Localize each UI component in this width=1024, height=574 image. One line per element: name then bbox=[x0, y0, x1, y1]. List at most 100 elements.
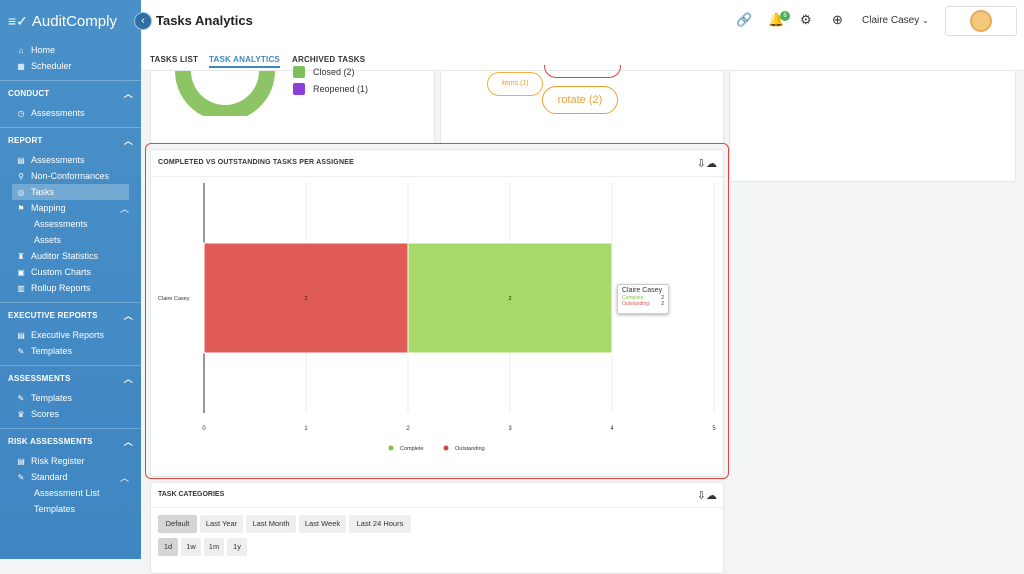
sidebar-item-executive-reports[interactable]: ▤ Executive Reports bbox=[17, 330, 105, 340]
chevron-up-icon: ︿ bbox=[123, 373, 133, 384]
legend-swatch-reopened bbox=[293, 83, 305, 95]
donut-segment-closed bbox=[175, 71, 275, 116]
calendar-icon: ▦ bbox=[17, 61, 25, 71]
chevron-up-icon: ︿ bbox=[123, 88, 133, 99]
range-last-week-button[interactable]: Last Week bbox=[299, 515, 346, 533]
edit-icon: ✎ bbox=[17, 472, 25, 482]
chevron-up-icon: ︿ bbox=[123, 436, 133, 447]
app-name: AuditComply bbox=[31, 12, 117, 30]
clock-icon: ◷ bbox=[17, 108, 25, 118]
sidebar-item-standard[interactable]: ✎ Standard ︿ bbox=[17, 472, 129, 483]
chevron-up-icon: ︿ bbox=[123, 310, 133, 321]
section-conduct[interactable]: CONDUCT ︿ bbox=[0, 80, 141, 105]
range-last-year-button[interactable]: Last Year bbox=[200, 515, 243, 533]
tab-task-analytics[interactable]: TASK ANALYTICS bbox=[209, 55, 280, 68]
cloud-download-icon[interactable]: ⇩☁ bbox=[696, 490, 717, 502]
header: Tasks Analytics 🔗 🔔 6 ⚙ ⊕ Claire Casey ⌄ bbox=[141, 0, 1024, 43]
bar-complete bbox=[407, 242, 613, 354]
word-cloud-card: items (1) rotate (2) bbox=[440, 65, 724, 144]
sidebar-item-report-assessments[interactable]: ▤ Assessments bbox=[17, 155, 85, 165]
tab-tasks-list[interactable]: TASKS LIST bbox=[150, 55, 199, 64]
avatar[interactable] bbox=[945, 6, 1017, 36]
tooltip-row-outstanding: Outstanding: 2 bbox=[622, 301, 664, 307]
report-icon: ▥ bbox=[17, 283, 25, 293]
user-name: Claire Casey bbox=[862, 15, 920, 26]
home-icon: ⌂ bbox=[18, 45, 24, 55]
list-icon: ▤ bbox=[17, 330, 25, 340]
word-pill-rotate[interactable]: rotate (2) bbox=[542, 86, 618, 114]
tab-bar: TASKS LIST TASK ANALYTICS ARCHIVED TASKS bbox=[141, 42, 1024, 71]
sidebar-item-auditor-statistics[interactable]: ♜ Auditor Statistics bbox=[17, 251, 99, 261]
status-donut bbox=[175, 71, 275, 116]
legend-item-reopened[interactable]: Reopened (1) bbox=[293, 83, 368, 95]
side-card bbox=[729, 71, 1016, 182]
sidebar-item-tasks[interactable]: ◎ Tasks bbox=[12, 184, 129, 200]
sidebar-item-assessment-list[interactable]: Assessment List bbox=[34, 488, 100, 498]
user-menu[interactable]: Claire Casey ⌄ bbox=[862, 15, 929, 26]
chart-title: COMPLETED VS OUTSTANDING TASKS PER ASSIG… bbox=[158, 159, 354, 166]
tooltip-name: Claire Casey bbox=[622, 287, 663, 294]
range-last-24-hours-button[interactable]: Last 24 Hours bbox=[349, 515, 411, 533]
brand[interactable]: ≡✓ AuditComply bbox=[0, 0, 141, 42]
sidebar-item-mapping[interactable]: ⚑ Mapping ︿ bbox=[17, 203, 129, 214]
x-tick-label: 3 bbox=[508, 426, 512, 432]
period-1d-button[interactable]: 1d bbox=[158, 538, 178, 556]
collapse-sidebar-button[interactable]: ‹ bbox=[134, 12, 152, 30]
list-icon: ▤ bbox=[17, 456, 25, 466]
sidebar-item-risk-templates[interactable]: Templates bbox=[34, 504, 76, 514]
sidebar-item-rollup-reports[interactable]: ▥ Rollup Reports bbox=[17, 283, 91, 293]
period-1w-button[interactable]: 1w bbox=[181, 538, 201, 556]
sidebar-item-risk-register[interactable]: ▤ Risk Register bbox=[17, 456, 85, 466]
task-categories-card: TASK CATEGORIES ⇩☁ Default Last Year Las… bbox=[150, 482, 724, 574]
sidebar-item-executive-templates[interactable]: ✎ Templates bbox=[17, 346, 73, 356]
word-pill-items[interactable]: items (1) bbox=[487, 72, 543, 96]
sidebar-item-assessment-templates[interactable]: ✎ Templates bbox=[17, 393, 73, 403]
section-assessments[interactable]: ASSESSMENTS ︿ bbox=[0, 365, 141, 390]
globe-icon[interactable]: ⊕ bbox=[832, 12, 843, 27]
bar-outstanding bbox=[203, 242, 409, 354]
audit-logo-icon: ≡✓ bbox=[8, 12, 28, 29]
chart-icon: ▣ bbox=[17, 267, 25, 277]
sidebar: ≡✓ AuditComply ⌂ Home ▦ Scheduler CONDUCT ︿… bbox=[0, 0, 141, 559]
legend-label-complete: Complete bbox=[400, 446, 424, 452]
period-1m-button[interactable]: 1m bbox=[204, 538, 224, 556]
data-label-complete: 2 bbox=[508, 296, 511, 302]
chevron-up-icon: ︿ bbox=[123, 135, 133, 146]
trophy-icon: ♛ bbox=[17, 409, 25, 419]
sidebar-item-custom-charts[interactable]: ▣ Custom Charts bbox=[17, 267, 92, 277]
x-tick-label: 1 bbox=[304, 426, 308, 432]
pin-icon: ⚑ bbox=[17, 203, 25, 213]
sidebar-item-conduct-assessments[interactable]: ◷ Assessments bbox=[17, 108, 85, 118]
search-icon: ⚲ bbox=[18, 171, 24, 181]
period-1y-button[interactable]: 1y bbox=[227, 538, 247, 556]
tooltip-row-complete: Complete: 2 bbox=[622, 295, 664, 301]
stats-icon: ♜ bbox=[17, 251, 25, 261]
range-default-button[interactable]: Default bbox=[158, 515, 197, 533]
sidebar-item-scheduler[interactable]: ▦ Scheduler bbox=[17, 61, 72, 71]
chevron-down-icon: ⌄ bbox=[922, 16, 929, 25]
tab-archived-tasks[interactable]: ARCHIVED TASKS bbox=[292, 55, 366, 64]
legend-label-outstanding: Outstanding bbox=[455, 446, 485, 452]
avatar-image bbox=[970, 10, 992, 32]
section-report[interactable]: REPORT ︿ bbox=[0, 127, 141, 152]
sidebar-item-non-conformances[interactable]: ⚲ Non-Conformances bbox=[0, 168, 129, 184]
sidebar-item-scores[interactable]: ♛ Scores bbox=[17, 409, 60, 419]
cloud-download-icon[interactable]: ⇩☁ bbox=[696, 158, 717, 170]
task-categories-title: TASK CATEGORIES bbox=[158, 491, 225, 498]
legend-item-closed[interactable]: Closed (2) bbox=[293, 66, 355, 78]
task-icon: ◎ bbox=[17, 187, 25, 197]
sidebar-item-mapping-assessments[interactable]: Assessments bbox=[34, 219, 88, 229]
section-risk-assessments[interactable]: RISK ASSESSMENTS ︿ bbox=[0, 428, 141, 453]
chevron-up-icon: ︿ bbox=[119, 472, 129, 483]
sidebar-item-mapping-assets[interactable]: Assets bbox=[34, 235, 62, 245]
task-status-card: Closed (2) Reopened (1) bbox=[150, 66, 435, 144]
legend-dot-complete bbox=[388, 445, 394, 451]
link-icon[interactable]: 🔗 bbox=[736, 12, 753, 27]
sidebar-item-home[interactable]: ⌂ Home bbox=[0, 42, 129, 58]
x-tick-label: 2 bbox=[406, 426, 410, 432]
edit-icon: ✎ bbox=[17, 393, 25, 403]
range-last-month-button[interactable]: Last Month bbox=[246, 515, 296, 533]
section-executive-reports[interactable]: EXECUTIVE REPORTS ︿ bbox=[0, 302, 141, 327]
gear-icon[interactable]: ⚙ bbox=[800, 12, 812, 27]
chevron-up-icon: ︿ bbox=[119, 203, 129, 214]
